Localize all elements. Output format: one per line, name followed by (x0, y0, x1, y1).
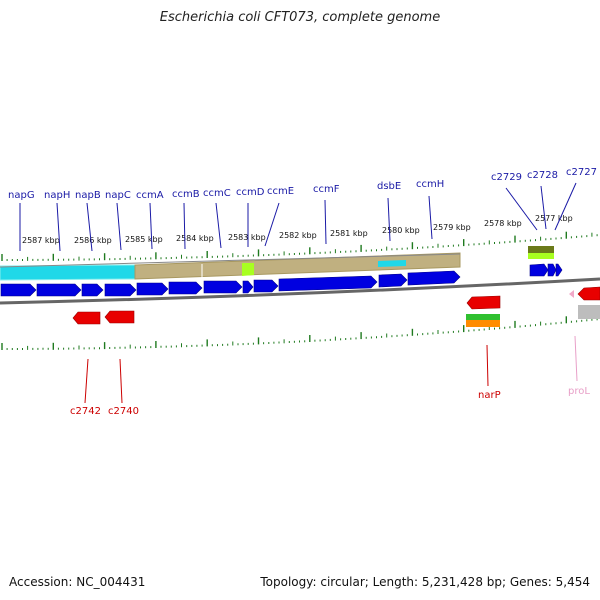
gray-feature[interactable] (578, 305, 600, 319)
scale-label: 2580 kbp (382, 226, 420, 235)
gene-arrow-napH[interactable] (36, 283, 82, 297)
gene-arrow-dsbE[interactable] (378, 273, 408, 288)
scale-label: 2582 kbp (279, 231, 317, 240)
gene-arrow-napG[interactable] (0, 283, 37, 297)
top-gene-labels: napG napH napB napC ccmA ccmB ccmC ccmD … (8, 167, 597, 201)
rna-arrow-proL[interactable] (569, 290, 574, 298)
reverse-genes (72, 286, 600, 325)
lime-feature[interactable] (242, 263, 254, 276)
gene-arrow-ccmD[interactable] (242, 280, 254, 294)
gene-label-ccmC[interactable]: ccmC (203, 188, 231, 199)
gene-label-narP[interactable]: narP (478, 390, 501, 401)
narP-features (466, 314, 500, 327)
gene-arrow-c2742[interactable] (72, 311, 101, 325)
genome-title: Escherichia coli CFT073, complete genome (159, 10, 441, 25)
genome-backbone (0, 277, 600, 305)
scale-label: 2584 kbp (176, 234, 214, 243)
gene-arrow-ccmH[interactable] (407, 270, 461, 286)
gene-arrow-ccmC[interactable] (203, 280, 243, 294)
gene-label-c2742[interactable]: c2742 (70, 406, 101, 417)
gene-label-napG[interactable]: napG (8, 190, 35, 201)
gene-label-napC[interactable]: napC (105, 190, 131, 201)
cyan-feature-band[interactable] (0, 264, 136, 281)
feature-band (0, 252, 461, 281)
scale-label: 2581 kbp (330, 229, 368, 238)
proL-features (569, 290, 600, 319)
accession-text: Accession: NC_004431 (9, 575, 146, 589)
gene-label-napB[interactable]: napB (75, 190, 101, 201)
gene-arrow-napC[interactable] (104, 283, 137, 297)
gene-arrow-c2729[interactable] (529, 263, 549, 277)
gene-label-ccmD[interactable]: ccmD (236, 187, 265, 198)
gene-label-c2727[interactable]: c2727 (566, 167, 597, 178)
bottom-leader-lines (84, 335, 578, 404)
gene-label-c2728[interactable]: c2728 (527, 170, 558, 181)
gene-arrow-c2728[interactable] (547, 263, 557, 277)
upper-tick-track (1, 231, 598, 261)
cyan-feature-small[interactable] (378, 260, 406, 267)
forward-genes (0, 263, 563, 297)
gene-arrow-ccmA[interactable] (136, 282, 169, 296)
scale-label: 2587 kbp (22, 236, 60, 245)
bottom-gene-labels: c2742 c2740 narP proL (70, 386, 590, 417)
scale-label: 2586 kbp (74, 236, 112, 245)
gene-label-ccmA[interactable]: ccmA (136, 190, 164, 201)
gene-arrow-ccmB[interactable] (168, 281, 203, 295)
scale-label: 2578 kbp (484, 219, 522, 228)
scale-label: 2577 kbp (535, 214, 573, 223)
genome-summary-text: Topology: circular; Length: 5,231,428 bp… (260, 575, 590, 589)
gene-label-c2740[interactable]: c2740 (108, 406, 139, 417)
gene-label-ccmH[interactable]: ccmH (416, 179, 444, 190)
gene-arrow-partial-right[interactable] (577, 286, 600, 301)
gene-label-ccmF[interactable]: ccmF (313, 184, 340, 195)
orange-feature[interactable] (466, 320, 500, 327)
gene-arrow-ccmF[interactable] (278, 275, 378, 292)
gene-label-dsbE[interactable]: dsbE (377, 181, 401, 192)
lower-tick-track (1, 316, 598, 350)
olive-feature[interactable] (528, 246, 554, 253)
gene-arrow-narP[interactable] (466, 295, 501, 310)
gene-arrow-c2727[interactable] (555, 263, 563, 277)
gene-arrow-ccmE[interactable] (253, 279, 279, 293)
scale-label: 2583 kbp (228, 233, 266, 242)
c272x-features (528, 246, 554, 259)
gene-label-ccmE[interactable]: ccmE (267, 186, 294, 197)
gene-arrow-c2740[interactable] (104, 310, 135, 324)
top-leader-lines (19, 182, 577, 252)
scale-label: 2585 kbp (125, 235, 163, 244)
lime-feature[interactable] (528, 253, 554, 259)
scale-labels: 2587 kbp 2586 kbp 2585 kbp 2584 kbp 2583… (22, 214, 573, 245)
gene-label-napH[interactable]: napH (44, 190, 70, 201)
gene-arrow-napB[interactable] (81, 283, 104, 297)
scale-label: 2579 kbp (433, 223, 471, 232)
gene-label-c2729[interactable]: c2729 (491, 172, 522, 183)
green-feature[interactable] (466, 314, 500, 320)
gene-label-ccmB[interactable]: ccmB (172, 189, 200, 200)
gene-label-proL[interactable]: proL (568, 386, 590, 397)
